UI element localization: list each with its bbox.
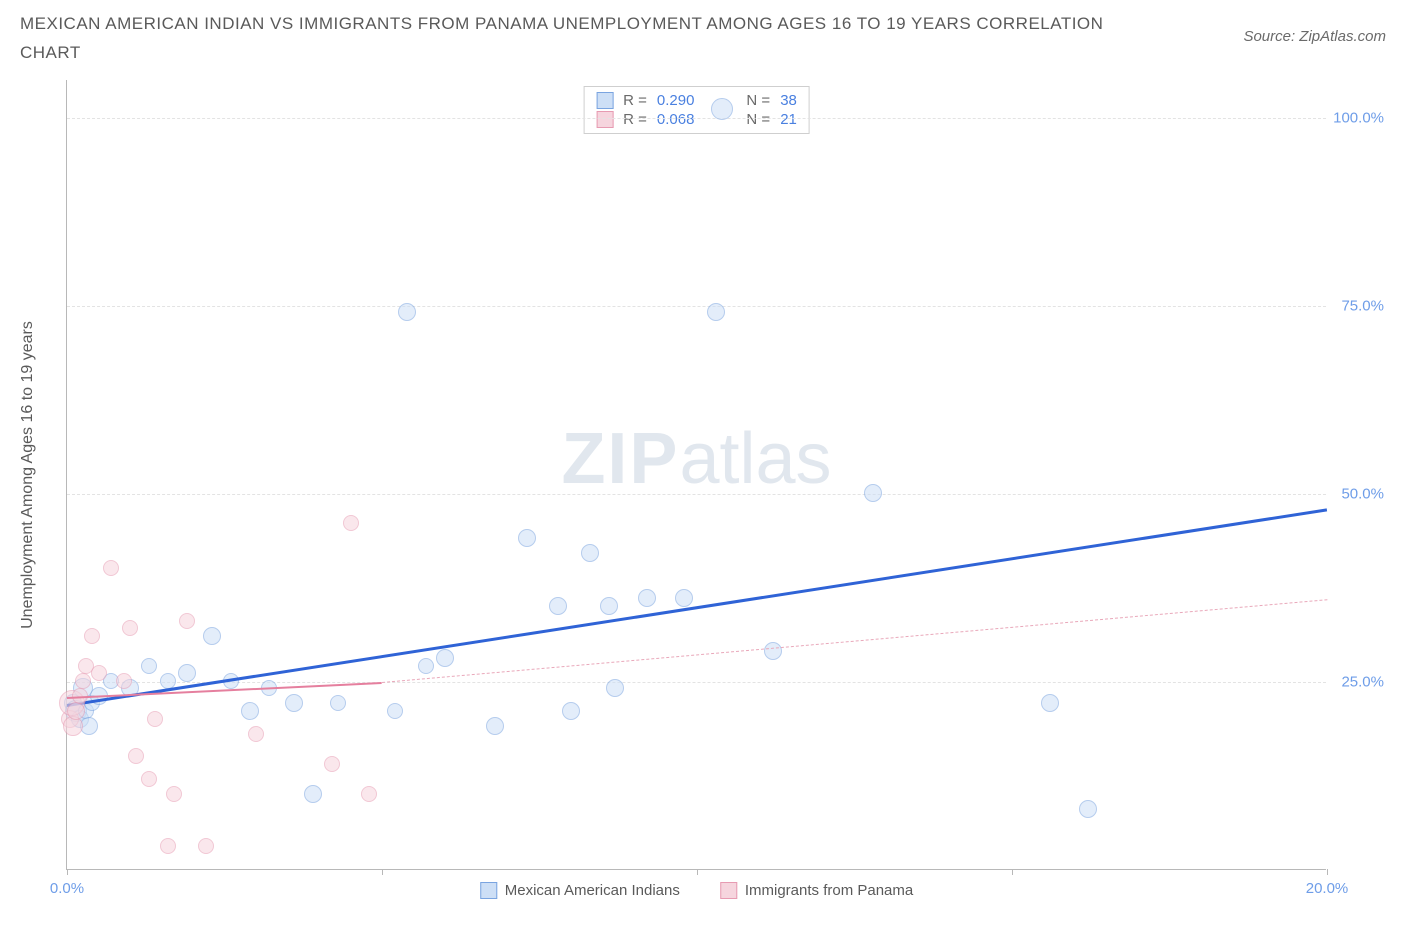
x-tick xyxy=(1012,869,1013,875)
legend-row: R = 0.068 N = 21 xyxy=(596,110,797,129)
legend-row: R = 0.290 N = 38 xyxy=(596,91,797,110)
scatter-point xyxy=(128,748,144,764)
x-tick-label: 20.0% xyxy=(1306,880,1349,897)
scatter-point xyxy=(330,695,346,711)
y-tick-label: 100.0% xyxy=(1332,109,1384,126)
legend-swatch xyxy=(720,882,737,899)
scatter-point xyxy=(166,786,182,802)
trend-line xyxy=(382,599,1327,683)
gridline xyxy=(67,118,1326,119)
legend-n-value: 21 xyxy=(780,111,797,128)
scatter-point xyxy=(248,726,264,742)
legend-r-value: 0.068 xyxy=(657,111,695,128)
gridline xyxy=(67,682,1326,683)
scatter-point xyxy=(418,658,434,674)
scatter-point xyxy=(122,620,138,636)
scatter-point xyxy=(600,597,618,615)
legend-swatch xyxy=(596,111,613,128)
scatter-point xyxy=(179,613,195,629)
trend-line xyxy=(67,509,1327,708)
scatter-point xyxy=(606,679,624,697)
legend-n-label: N = xyxy=(746,111,770,128)
legend-n-value: 38 xyxy=(780,92,797,109)
scatter-point xyxy=(203,627,221,645)
x-tick xyxy=(382,869,383,875)
chart-title: MEXICAN AMERICAN INDIAN VS IMMIGRANTS FR… xyxy=(20,10,1120,68)
scatter-point xyxy=(1041,694,1059,712)
scatter-point xyxy=(198,838,214,854)
source-attribution: Source: ZipAtlas.com xyxy=(1243,28,1386,45)
legend-r-value: 0.290 xyxy=(657,92,695,109)
scatter-point xyxy=(518,529,536,547)
scatter-point xyxy=(581,544,599,562)
scatter-point xyxy=(141,658,157,674)
scatter-point xyxy=(398,303,416,321)
scatter-point xyxy=(764,642,782,660)
scatter-point xyxy=(638,589,656,607)
legend-r-label: R = xyxy=(623,92,647,109)
scatter-point xyxy=(324,756,340,772)
scatter-point xyxy=(436,649,454,667)
scatter-point xyxy=(675,589,693,607)
series-legend-label: Mexican American Indians xyxy=(505,882,680,899)
series-legend-label: Immigrants from Panama xyxy=(745,882,913,899)
y-tick-label: 25.0% xyxy=(1332,673,1384,690)
scatter-point xyxy=(178,664,196,682)
scatter-point xyxy=(387,703,403,719)
scatter-point xyxy=(84,628,100,644)
y-axis-label: Unemployment Among Ages 16 to 19 years xyxy=(19,321,37,629)
series-legend-item: Mexican American Indians xyxy=(480,882,680,899)
scatter-point xyxy=(141,771,157,787)
plot-area: ZIPatlas R =0.290N =38R =0.068N =21 Mexi… xyxy=(66,80,1326,870)
legend-n-label: N = xyxy=(746,92,770,109)
y-tick-label: 50.0% xyxy=(1332,485,1384,502)
scatter-point xyxy=(304,785,322,803)
legend-swatch xyxy=(596,92,613,109)
correlation-legend: R = 0.290 N = 38 R = 0.068 N = 21 xyxy=(583,86,810,134)
scatter-point xyxy=(711,98,733,120)
scatter-point xyxy=(67,702,85,720)
chart-container: Unemployment Among Ages 16 to 19 years Z… xyxy=(38,80,1378,870)
scatter-point xyxy=(147,711,163,727)
scatter-point xyxy=(361,786,377,802)
series-legend: Mexican American Indians Immigrants from … xyxy=(480,882,913,899)
scatter-point xyxy=(91,665,107,681)
scatter-point xyxy=(486,717,504,735)
series-legend-item: Immigrants from Panama xyxy=(720,882,913,899)
scatter-point xyxy=(1079,800,1097,818)
scatter-point xyxy=(549,597,567,615)
scatter-point xyxy=(103,560,119,576)
legend-r-label: R = xyxy=(623,111,647,128)
watermark: ZIPatlas xyxy=(561,418,831,500)
scatter-point xyxy=(160,838,176,854)
scatter-point xyxy=(285,694,303,712)
scatter-point xyxy=(864,484,882,502)
gridline xyxy=(67,306,1326,307)
x-tick xyxy=(697,869,698,875)
y-tick-label: 75.0% xyxy=(1332,297,1384,314)
x-tick xyxy=(1327,869,1328,875)
scatter-point xyxy=(241,702,259,720)
x-tick-label: 0.0% xyxy=(50,880,84,897)
scatter-point xyxy=(116,673,132,689)
x-tick xyxy=(67,869,68,875)
scatter-point xyxy=(343,515,359,531)
legend-swatch xyxy=(480,882,497,899)
scatter-point xyxy=(562,702,580,720)
scatter-point xyxy=(707,303,725,321)
gridline xyxy=(67,494,1326,495)
scatter-point xyxy=(75,673,91,689)
